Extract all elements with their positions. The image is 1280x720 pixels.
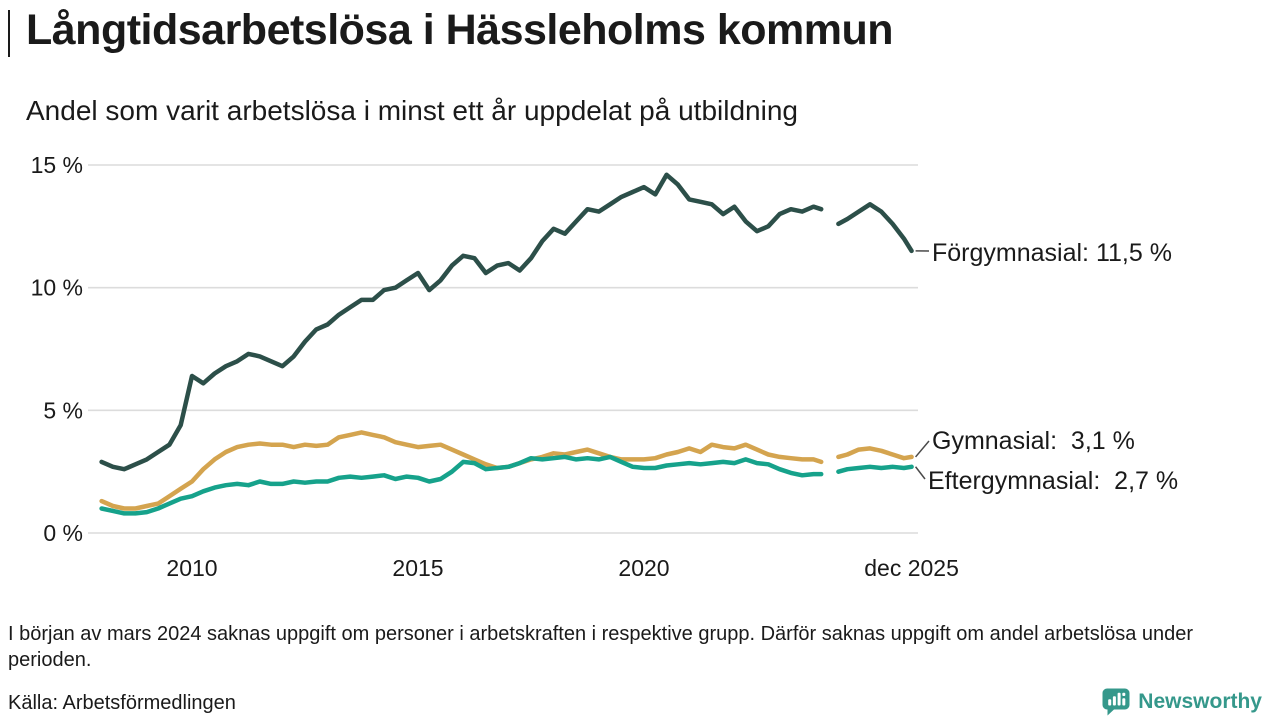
series-line-gymnasial: [99, 430, 914, 511]
newsworthy-logo-icon: [1102, 688, 1130, 716]
series-line-eftergymnasial: [99, 454, 914, 516]
chart-subtitle: Andel som varit arbetslösa i minst ett å…: [26, 95, 798, 126]
newsworthy-logo: Newsworthy: [1101, 687, 1262, 717]
source-caption: Källa: Arbetsförmedlingen: [8, 692, 236, 714]
y-axis-tick-label: 0 %: [43, 520, 83, 546]
chart-footnote: I början av mars 2024 saknas uppgift om …: [8, 623, 1194, 671]
newsworthy-logo-text: Newsworthy: [1138, 690, 1262, 713]
series-label-forgymnasial: Förgymnasial: 11,5 %: [932, 239, 1172, 267]
y-axis-tick-label: 5 %: [43, 397, 83, 423]
title-accent-bar: [8, 10, 10, 57]
y-axis-tick-label: 10 %: [31, 275, 83, 301]
series-line-förgymnasial: [99, 172, 914, 472]
series-label-eftergymnasial: Eftergymnasial: 2,7 %: [928, 467, 1179, 495]
line-chart: 0 % 5 % 10 % 15 % 2010 2015 2020 dec 2025 Förgy…: [0, 140, 1280, 600]
x-axis-tick-label: 2015: [392, 555, 443, 581]
label-connector: [915, 440, 930, 458]
chart-plot-area: 0 % 5 % 10 % 15 % 2010 2015 2020 dec 2025: [31, 152, 959, 581]
x-axis-tick-label: 2010: [166, 555, 217, 581]
y-axis-tick-label: 15 %: [31, 152, 83, 178]
series-label-gymnasial: Gymnasial: 3,1 %: [932, 427, 1135, 455]
label-connector: [914, 466, 926, 480]
x-axis-tick-label: 2020: [618, 555, 669, 581]
page-title: Långtidsarbetslösa i Hässleholms kommun: [26, 6, 894, 54]
x-axis-tick-label: dec 2025: [864, 555, 959, 581]
